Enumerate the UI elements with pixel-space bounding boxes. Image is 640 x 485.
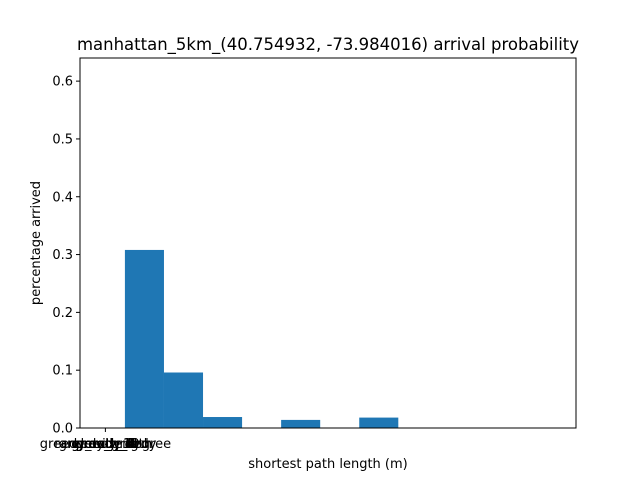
x-tick-label-greedy_2: greedy_2 <box>75 437 135 452</box>
x-tick-label-greedy_11: greedy_11 <box>71 437 139 452</box>
y-axis: 0.0 0.1 0.2 0.3 0.4 0.5 0.6 <box>52 75 80 437</box>
x-axis: greedy_1greedy_2greedy_3greedy_4greedy_5… <box>40 428 171 452</box>
plot-frame <box>79 57 577 429</box>
x-tick-label-greedy_7: greedy_7 <box>75 437 135 452</box>
y-tick-label-1: 0.1 <box>52 364 73 379</box>
x-axis-label: shortest path length (m) <box>248 457 407 472</box>
y-tick-label-5: 0.5 <box>52 132 73 147</box>
x-tick-label-greedy_10: greedy_10 <box>71 437 139 452</box>
y-tick-label-3: 0.3 <box>52 248 73 263</box>
bar-3 <box>203 417 243 428</box>
x-tick-label-greedy_length: greedy_length <box>59 437 152 452</box>
chart-title: manhattan_5km_(40.754932, -73.984016) ar… <box>77 35 579 55</box>
x-tick-label-greedy_8: greedy_8 <box>75 437 135 452</box>
x-tick-label-greedy_6: greedy_6 <box>75 437 135 452</box>
x-tick-label-greedy_with_degree: greedy_with_degree <box>40 437 171 452</box>
bar-2 <box>163 372 204 428</box>
x-tick-label-greedy_3: greedy_3 <box>75 437 135 452</box>
x-tick-label-greedy_5: greedy_5 <box>75 437 135 452</box>
x-tick-label-greedy_4: greedy_4 <box>75 437 135 452</box>
x-tick-label-greedy_1: greedy_1 <box>75 437 135 452</box>
bars-layer <box>124 249 399 428</box>
y-axis-label: percentage arrived <box>29 181 44 305</box>
y-tick-label-2: 0.2 <box>52 306 73 321</box>
y-tick-label-0: 0.0 <box>52 422 73 437</box>
bar-1 <box>124 249 164 428</box>
x-tick-label-greedy_9: greedy_9 <box>75 437 135 452</box>
y-tick-label-6: 0.6 <box>52 75 73 90</box>
bar-5 <box>359 417 399 428</box>
y-tick-label-4: 0.4 <box>52 190 73 205</box>
bar-4 <box>281 419 321 428</box>
x-tick-label-random_greedy: random_greedy <box>54 437 156 452</box>
